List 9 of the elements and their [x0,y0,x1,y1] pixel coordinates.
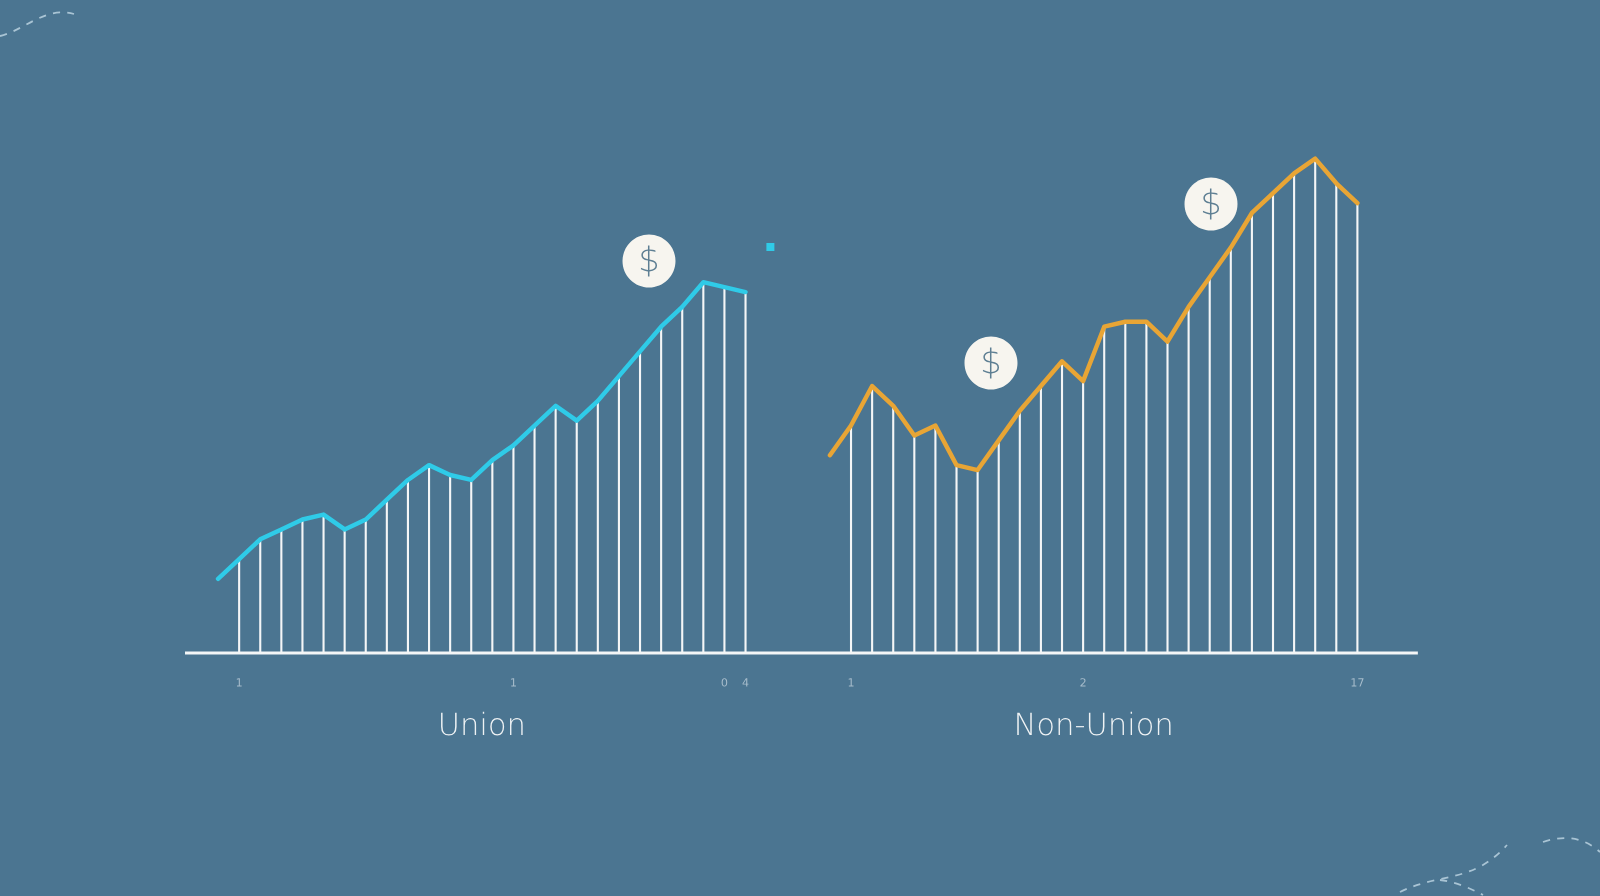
text: Non-Union [1017,711,1171,736]
x-tick-label: 1 [511,678,516,687]
x-tick-label: 2 [1080,678,1086,687]
x-tick-label: 4 [742,678,749,687]
x-tick-label: 0 [721,678,728,687]
x-tick-label: 1 [236,678,242,687]
x-tick-label: 17 [1351,678,1364,687]
x-tick-label: 1 [848,678,854,687]
text: Union [441,711,523,736]
